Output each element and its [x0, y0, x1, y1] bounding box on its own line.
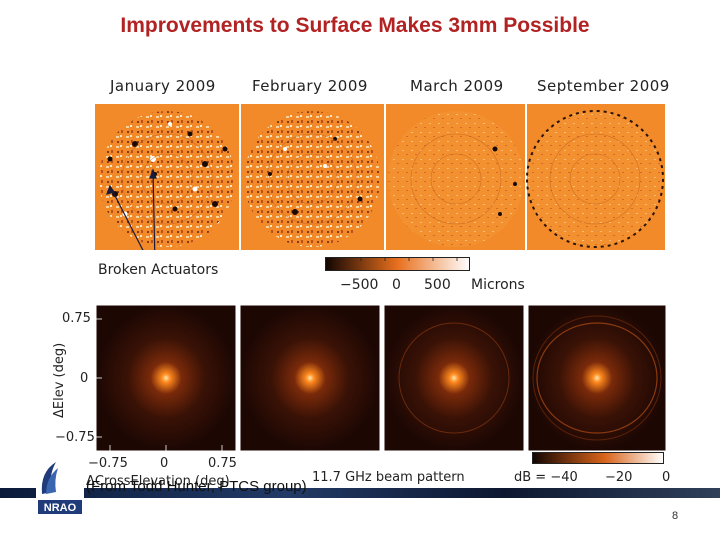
- colorbar-tick-neg500: −500: [340, 277, 379, 293]
- db-mid: −20: [605, 470, 633, 485]
- credit-text: (From Todd Hunter, PTCS group): [86, 478, 307, 495]
- month-label-september: September 2009: [537, 77, 670, 95]
- surface-maps: [95, 104, 665, 250]
- beam-panel-september: [527, 305, 666, 451]
- beam-caption: 11.7 GHz beam pattern: [312, 470, 465, 485]
- db-max: 0: [662, 470, 671, 485]
- beam-ytick-zero: 0: [80, 371, 89, 386]
- colorbar-tick-0: 0: [392, 277, 401, 293]
- beam-panel-january: [96, 305, 237, 451]
- broken-actuators-label: Broken Actuators: [98, 262, 219, 278]
- beam-xtick-right: 0.75: [208, 456, 237, 471]
- colorbar-tick-500: 500: [424, 277, 451, 293]
- beam-xtick-left: −0.75: [88, 456, 128, 471]
- beam-patterns: [96, 305, 666, 451]
- beam-ytick-top: 0.75: [62, 311, 91, 326]
- surface-dish-january: [99, 111, 235, 247]
- beam-panel-march: [383, 305, 525, 451]
- beam-xtick-zero: 0: [160, 456, 169, 471]
- surface-colorbar: [325, 257, 470, 271]
- month-label-january: January 2009: [110, 77, 216, 95]
- surface-dish-february: [244, 111, 380, 247]
- surface-dish-march: [388, 111, 524, 247]
- colorbar-unit: Microns: [471, 277, 525, 293]
- nrao-logo: NRAO: [36, 458, 84, 520]
- month-label-february: February 2009: [252, 77, 368, 95]
- slide-title: Improvements to Surface Makes 3mm Possib…: [120, 14, 590, 37]
- beam-xlabel: ΔCrossElevation (deg): [86, 474, 230, 489]
- beam-ylabel: ΔElev (deg): [52, 342, 67, 418]
- actuator-arrows: [106, 168, 157, 250]
- beam-panel-february: [239, 305, 381, 451]
- db-colorbar: [532, 452, 664, 464]
- db-label: dB = −40: [514, 470, 578, 485]
- month-label-march: March 2009: [410, 77, 504, 95]
- surface-dish-september: [526, 110, 664, 248]
- logo-text: NRAO: [44, 502, 77, 514]
- footer-starfield-bar: [0, 488, 720, 498]
- page-number: 8: [672, 510, 679, 522]
- beam-ytick-bottom: −0.75: [55, 430, 95, 445]
